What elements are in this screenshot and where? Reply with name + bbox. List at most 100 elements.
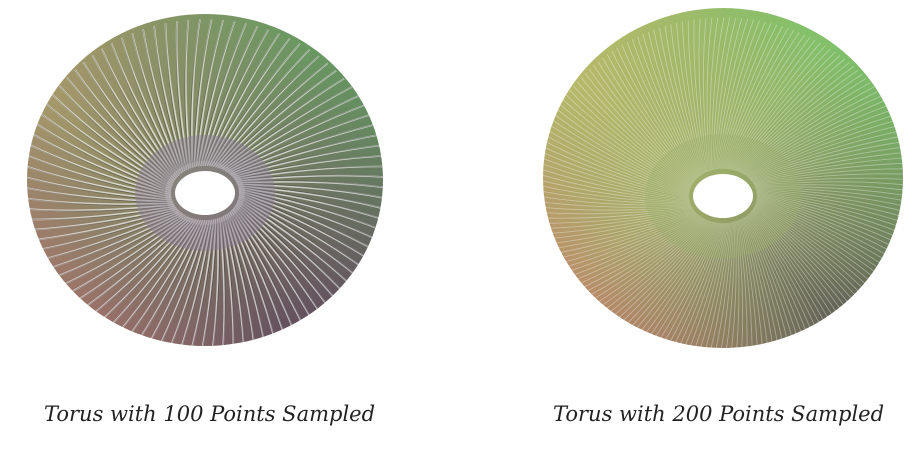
torus-strand <box>179 219 213 350</box>
torus-strand <box>538 161 690 201</box>
torus-strand <box>51 94 173 187</box>
torus-strand <box>548 214 699 267</box>
torus-strand <box>66 77 169 182</box>
torus-strand <box>223 220 235 350</box>
torus-strand <box>756 195 902 258</box>
torus-strand <box>558 216 702 287</box>
torus-strand <box>548 123 690 195</box>
torus-strand <box>199 23 247 167</box>
torus-strand <box>238 187 388 222</box>
torus-strand <box>753 173 908 185</box>
torus-strand <box>212 43 301 162</box>
torus-strand <box>740 218 764 351</box>
torus-strand <box>229 123 376 176</box>
torus-strand <box>51 218 182 291</box>
torus-strand <box>716 19 754 170</box>
torus-strand <box>715 222 733 351</box>
torus-strand <box>131 219 204 350</box>
figure-caption: Torus with 100 Points Sampled <box>44 402 376 426</box>
torus-strand <box>593 65 694 184</box>
torus-strand <box>750 211 830 345</box>
torus-strand <box>234 205 328 325</box>
torus-strand <box>235 174 390 183</box>
torus-strand <box>243 200 358 292</box>
torus-strand <box>754 181 908 186</box>
torus-strand <box>211 218 219 350</box>
torus-strand <box>561 217 703 292</box>
torus-strand <box>237 199 359 292</box>
torus-strand <box>749 212 825 348</box>
torus-strand <box>224 78 345 166</box>
torus-strand <box>736 65 854 172</box>
torus-strand <box>682 222 727 351</box>
torus-strand <box>82 61 171 178</box>
torus-strand <box>184 19 189 165</box>
torus-strand <box>165 23 184 167</box>
torus-strand <box>22 205 176 221</box>
torus-strand <box>756 191 908 231</box>
torus-strand <box>238 155 386 177</box>
torus-strand <box>735 62 850 172</box>
torus-strand <box>65 216 190 309</box>
torus-strand <box>736 220 740 351</box>
torus-strand <box>737 69 859 172</box>
torus-strand <box>538 201 692 208</box>
torus-strand <box>731 48 831 170</box>
torus-strand <box>742 217 774 351</box>
torus-strand <box>228 218 256 350</box>
torus-strand <box>81 222 191 324</box>
torus-strand <box>227 113 371 174</box>
torus-strand <box>605 221 713 337</box>
torus-strand <box>168 224 211 350</box>
torus-strand <box>568 218 705 301</box>
torus-strand <box>756 197 898 269</box>
figure-panel-2: Torus with 200 Points Sampled <box>510 0 919 450</box>
torus-strand <box>20 175 173 201</box>
torus-strand <box>645 222 721 351</box>
torus-strand <box>743 217 780 351</box>
torus-strand <box>236 202 344 310</box>
torus-strand <box>711 17 725 171</box>
torus-strand <box>238 190 383 243</box>
torus-strand <box>236 200 352 301</box>
torus-strand <box>212 49 311 168</box>
torus-strand <box>693 222 729 351</box>
torus-strand <box>538 190 691 205</box>
torus-strand <box>550 214 700 272</box>
torus-strand <box>745 110 891 176</box>
torus-strand <box>730 45 826 170</box>
torus-strand <box>541 212 697 251</box>
torus-strand <box>749 141 905 180</box>
torus-strand <box>230 209 300 344</box>
torus-strand <box>208 37 291 167</box>
torus-strand <box>698 18 709 172</box>
torus-strand <box>202 26 258 162</box>
torus-strand <box>625 222 718 350</box>
torus-strand <box>737 220 748 351</box>
torus-strand <box>175 21 187 166</box>
torus-strand <box>238 195 370 274</box>
torus-strand <box>540 145 690 199</box>
torus-strand <box>602 57 695 183</box>
torus-render-200 <box>538 6 908 351</box>
torus-strand <box>20 196 174 205</box>
torus-strand <box>235 203 336 317</box>
torus-strand <box>699 222 730 351</box>
torus-strand <box>207 33 280 162</box>
torus-strand <box>190 219 215 350</box>
torus-strand <box>538 209 694 230</box>
torus-strand <box>642 33 700 177</box>
torus-strand <box>538 208 694 224</box>
torus-strand <box>201 218 217 350</box>
torus-strand <box>573 85 691 188</box>
torus-strand <box>717 20 760 170</box>
torus-strand <box>709 222 732 351</box>
torus-strand <box>90 218 196 331</box>
torus-strand <box>214 55 320 168</box>
torus-strand <box>45 103 166 188</box>
torus-strand <box>66 76 174 184</box>
torus-strand <box>221 221 226 350</box>
torus-strand <box>244 188 386 233</box>
torus-strand <box>559 104 690 192</box>
torus-strand <box>538 206 692 211</box>
